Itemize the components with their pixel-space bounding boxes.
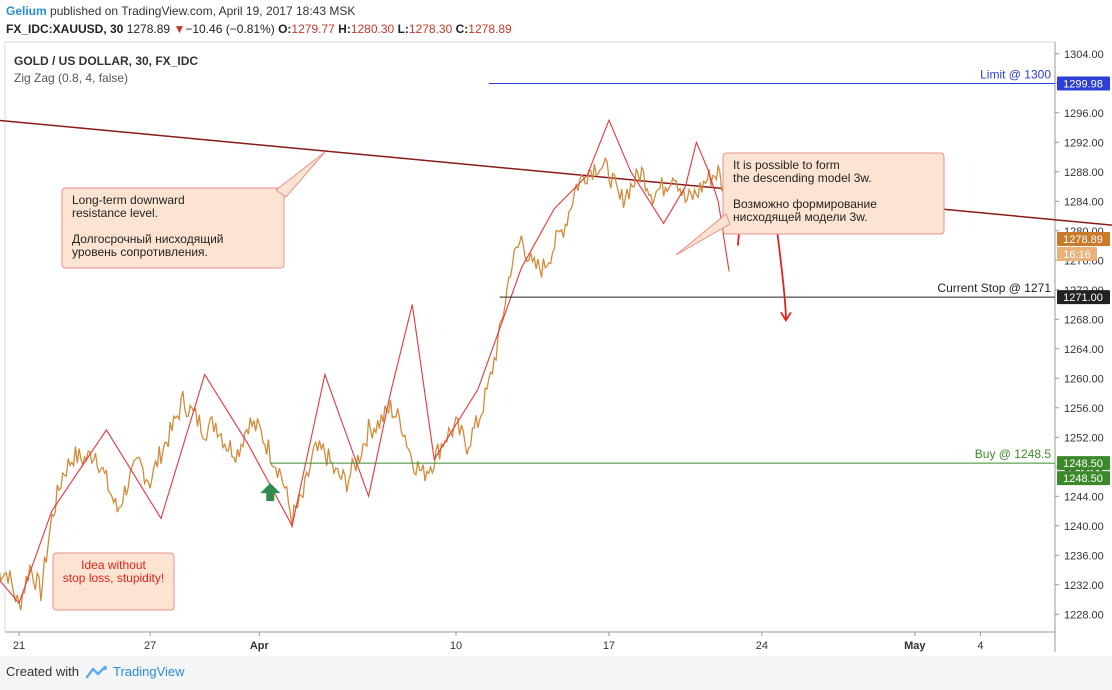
y-tick-label: 1236.00 [1064,550,1104,562]
price-change: −10.46 (−0.81%) [185,22,275,36]
y-tick-label: 1260.00 [1064,373,1104,385]
y-tick-label: 1292.00 [1064,137,1104,149]
publish-text: published on TradingView.com, April 19, … [50,4,356,18]
y-tick-label: 1304.00 [1064,49,1104,61]
y-tick-label: 1284.00 [1064,196,1104,208]
axis-badge-label: 1299.98 [1063,78,1103,90]
tradingview-logo-icon [85,665,107,678]
low-value: 1278.30 [408,22,453,36]
x-tick-label: 10 [450,640,462,652]
note-no-stop-loss-line: stop loss, stupidity! [63,571,164,585]
x-tick-label: 24 [756,640,768,652]
y-tick-label: 1256.00 [1064,403,1104,415]
close-label: C: [455,22,469,36]
x-tick-label: 21 [13,640,25,652]
level-label-current-stop: Current Stop @ 1271 [937,281,1051,295]
price-series [0,156,741,611]
level-label-buy: Buy @ 1248.5 [975,447,1052,461]
y-tick-label: 1296.00 [1064,108,1104,120]
note-resistance-tail [275,151,326,198]
y-tick-label: 1244.00 [1064,491,1104,503]
note-3w-model-tail [675,213,731,256]
note-resistance-line: Долгосрочный нисходящий [72,232,223,246]
y-tick-label: 1240.00 [1064,521,1104,533]
x-tick-label: Apr [250,640,270,652]
note-3w-model-line: the descending model 3w. [733,171,872,185]
footer: Created with TradingView [6,664,185,679]
close-value: 1278.89 [468,22,512,36]
price-chart[interactable]: 1228.00 1232.00 1236.00 1240.00 1244.00 1248.… [0,0,1112,656]
y-tick-label: 1232.00 [1064,580,1104,592]
last-price: 1278.89 [126,22,171,36]
open-value: 1279.77 [291,22,335,36]
note-3w-model-line: Возможно формирование [733,197,877,211]
x-tick-label: 27 [144,640,156,652]
y-tick-label: 1252.00 [1064,432,1104,444]
low-label: L: [397,22,409,36]
footer-bar [0,656,1112,690]
y-tick-label: 1288.00 [1064,167,1104,179]
high-value: 1280.30 [350,22,395,36]
x-tick-label: 17 [603,640,615,652]
tradingview-brand: TradingView [112,664,185,679]
axis-badge-buy [1057,456,1110,471]
level-label-limit: Limit @ 1300 [980,67,1051,81]
ohlc-bar: FX_IDC:XAUUSD, 30 1278.89 ▼−10.46 (−0.81… [6,22,512,36]
y-tick-label: 1228.00 [1064,609,1104,621]
zigzag-series [0,118,730,605]
symbol-label: FX_IDC:XAUUSD, 30 [6,22,124,36]
publish-info: Gelium published on TradingView.com, Apr… [6,4,355,18]
note-resistance-line: resistance level. [72,206,158,220]
axis-badge-label: 1248.50 [1063,473,1103,485]
y-tick-label: 1264.00 [1064,344,1104,356]
axis-badge-limit [1057,76,1110,91]
indicator-label: Zig Zag (0.8, 4, false) [14,71,128,85]
note-resistance-line: уровень сопротивления. [72,245,208,259]
buy-arrow-icon [260,483,281,502]
open-label: O: [278,22,292,36]
countdown-label: 16:16 [1063,249,1091,261]
note-resistance-line: Long-term downward [72,193,185,207]
change-arrow-icon: ▼ [173,22,186,36]
note-no-stop-loss-line: Idea without [81,558,146,572]
countdown-badge [1057,246,1097,261]
axis-badge-current-stop [1057,290,1110,305]
y-tick-label: 1268.00 [1064,314,1104,326]
axis-badge-label: 1248.50 [1063,458,1103,470]
x-tick-label: 4 [977,640,983,652]
projection-arrowhead-icon [780,311,792,322]
author-link[interactable]: Gelium [6,4,47,18]
note-no-stop-loss-box [52,552,175,611]
note-3w-model-box [722,152,945,235]
created-with-text: Created with [6,664,79,679]
chart-title: GOLD / US DOLLAR, 30, FX_IDC [14,54,198,68]
note-3w-model-line: It is possible to form [733,158,840,172]
current-price-label: 1278.89 [1063,234,1103,246]
plot-area [4,41,1056,633]
tradingview-brand-link[interactable]: TradingView [85,664,185,679]
axis-badge-label: 1271.00 [1063,292,1103,304]
axis-badge-buy-2 [1057,471,1110,486]
x-tick-label: May [904,640,926,652]
current-price-badge [1057,231,1110,246]
high-label: H: [338,22,351,36]
note-3w-model-line: нисходящей модели 3w. [733,210,868,224]
